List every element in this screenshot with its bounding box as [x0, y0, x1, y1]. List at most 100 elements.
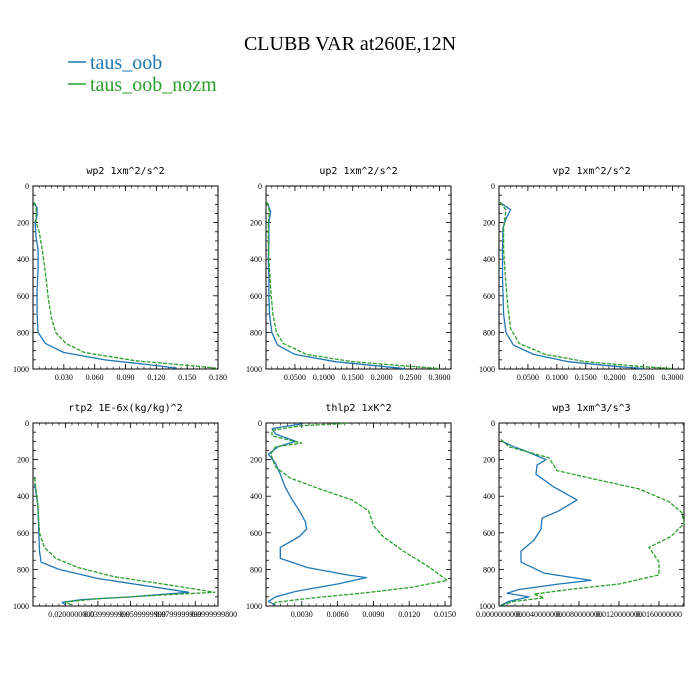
y-tick-label: 200: [250, 456, 262, 465]
x-tick-label: 0.2000: [371, 373, 393, 382]
x-tick-label: 0.030: [55, 373, 73, 382]
plot-frame: [32, 185, 219, 370]
x-tick-label: 0.0030: [291, 610, 313, 619]
x-tick-label: 0.1500: [575, 373, 597, 382]
legend-label-taus-oob: taus_oob: [90, 52, 162, 74]
panel-6: wp3 1xm^3/s^3 0 200 400 600 800 10000.00000000…: [476, 403, 685, 619]
series-line-taus-oob-nozm: [266, 202, 440, 370]
x-tick-label: 0.1000: [313, 373, 335, 382]
panel-title: vp2 1xm^2/s^2: [552, 166, 630, 177]
y-tick-label: 200: [17, 219, 29, 228]
x-tick-label: 0.0090: [362, 610, 384, 619]
x-tick-label: 0.0120: [398, 610, 420, 619]
y-tick-label: 400: [250, 492, 262, 501]
y-tick-label: 0: [258, 419, 262, 428]
y-tick-label: 600: [483, 292, 495, 301]
y-tick-label: 200: [483, 219, 495, 228]
y-tick-label: 400: [483, 492, 495, 501]
y-tick-label: 0: [491, 419, 495, 428]
y-tick-label: 1000: [479, 602, 495, 611]
x-tick-label: 0.060: [86, 373, 104, 382]
series-line-taus-oob-nozm: [33, 477, 216, 606]
panel-2: up2 1xm^2/s^2 0 200 400 600 800 1000 0.0500 0.10…: [246, 166, 452, 382]
x-tick-label: 0.1500: [342, 373, 364, 382]
legend-label-taus-oob-nozm: taus_oob_nozm: [90, 74, 217, 96]
panels: wp2 1xm^2/s^2 0 200 400 600 800 1000 0.030 0.060…: [13, 166, 685, 619]
y-tick-label: 400: [17, 255, 29, 264]
y-tick-label: 0: [25, 419, 29, 428]
panel-title: rtp2 1E-6x(kg/kg)^2: [68, 403, 182, 414]
panel-title: wp2 1xm^2/s^2: [86, 166, 164, 177]
x-tick-label: 0.2500: [633, 373, 655, 382]
y-tick-label: 800: [17, 565, 29, 574]
series-line-taus-oob-nozm: [270, 422, 449, 606]
series-line-taus-oob: [266, 202, 405, 370]
y-tick-label: 800: [483, 328, 495, 337]
y-tick-label: 600: [17, 529, 29, 538]
plot-frame: [265, 185, 452, 370]
x-tick-label: 0.0120000000: [596, 610, 642, 619]
y-tick-label: 400: [483, 255, 495, 264]
y-tick-label: 1000: [246, 365, 262, 374]
x-tick-label: 0.0060: [327, 610, 349, 619]
y-tick-label: 600: [483, 529, 495, 538]
x-tick-label: 0.0040000000: [516, 610, 562, 619]
y-tick-label: 200: [17, 456, 29, 465]
plot-frame: [265, 422, 452, 607]
plot-frame: [498, 422, 685, 607]
x-tick-label: 0.0200000000: [48, 610, 94, 619]
y-tick-label: 800: [250, 328, 262, 337]
series-line-taus-oob: [33, 483, 190, 606]
series-line-taus-oob-nozm: [499, 202, 673, 370]
y-tick-label: 800: [250, 565, 262, 574]
panel-3: vp2 1xm^2/s^2 0 200 400 600 800 1000 0.0500 0.10…: [479, 166, 685, 382]
figure-title: CLUBB VAR at260E,12N: [244, 33, 456, 55]
series-line-taus-oob: [33, 202, 177, 369]
x-tick-label: 0.0500: [284, 373, 306, 382]
y-tick-label: 1000: [479, 365, 495, 374]
x-tick-label: 0.0500: [517, 373, 539, 382]
legend: taus_oob taus_oob_nozm: [68, 52, 217, 96]
series-line-taus-oob-nozm: [33, 202, 216, 369]
y-tick-label: 1000: [246, 602, 262, 611]
x-tick-label: 0.120: [147, 373, 165, 382]
panel-5: thlp2 1xK^2 0 200 400 600 800 1000 0.0030 0.0060…: [246, 403, 456, 619]
x-tick-label: 0.2500: [400, 373, 422, 382]
y-tick-label: 400: [250, 255, 262, 264]
series-line-taus-oob: [499, 201, 644, 370]
x-tick-label: 0.2000: [604, 373, 626, 382]
y-tick-label: 800: [17, 328, 29, 337]
panel-title: up2 1xm^2/s^2: [319, 166, 397, 177]
y-tick-label: 200: [483, 456, 495, 465]
y-tick-label: 0: [491, 182, 495, 191]
x-tick-label: 0.0160000000: [636, 610, 682, 619]
y-tick-label: 600: [250, 292, 262, 301]
y-tick-label: 400: [17, 492, 29, 501]
x-tick-label: 0.0150: [434, 610, 456, 619]
panel-4: rtp2 1E-6x(kg/kg)^2 0 200 400 600 800 1000 0.02…: [13, 403, 237, 619]
x-tick-label: 0.0080000000: [556, 610, 602, 619]
panel-title: wp3 1xm^3/s^3: [552, 403, 630, 414]
series-line-taus-oob: [267, 423, 367, 606]
series-line-taus-oob: [500, 440, 592, 606]
y-tick-label: 600: [17, 292, 29, 301]
x-tick-label: 0.0000000000: [476, 610, 522, 619]
x-tick-label: 0.180: [209, 373, 227, 382]
panel-1: wp2 1xm^2/s^2 0 200 400 600 800 1000 0.030 0.060…: [13, 166, 227, 382]
y-tick-label: 0: [25, 182, 29, 191]
x-tick-label: 0.090: [117, 373, 135, 382]
x-tick-label: 0.0799999999: [155, 610, 201, 619]
x-tick-label: 0.3000: [428, 373, 450, 382]
y-tick-label: 1000: [13, 365, 29, 374]
y-tick-label: 600: [250, 529, 262, 538]
x-tick-label: 0.3000: [661, 373, 683, 382]
y-tick-label: 1000: [13, 602, 29, 611]
series-line-taus-oob-nozm: [500, 439, 685, 606]
panel-title: thlp2 1xK^2: [325, 403, 391, 414]
x-tick-label: 0.0999999800: [191, 610, 237, 619]
x-tick-label: 0.1000: [546, 373, 568, 382]
y-tick-label: 800: [483, 565, 495, 574]
x-tick-label: 0.0599999999: [120, 610, 166, 619]
x-tick-label: 0.0399999999: [84, 610, 130, 619]
